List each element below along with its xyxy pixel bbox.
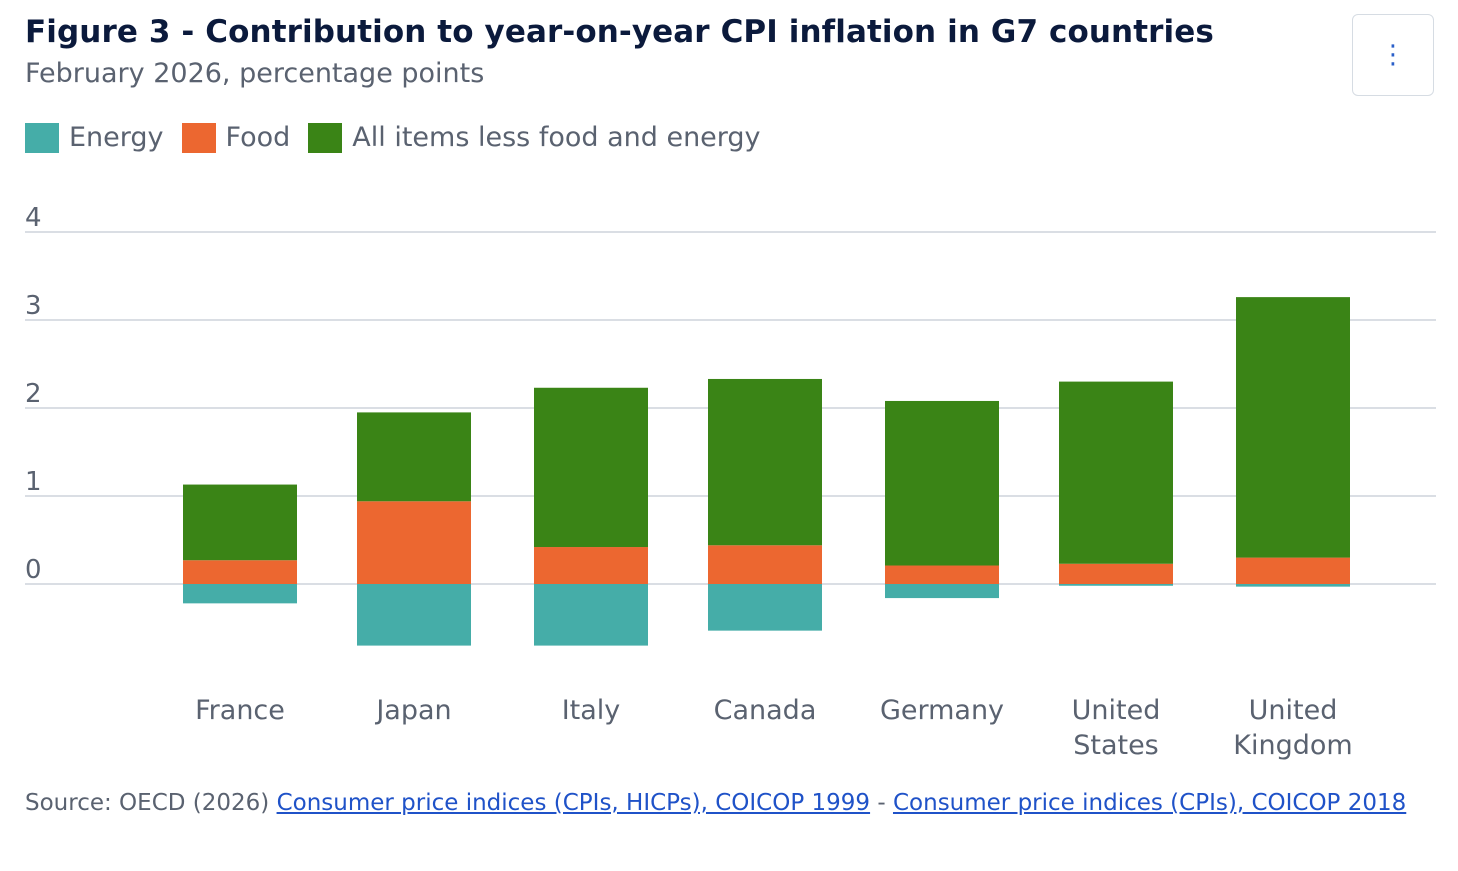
chart-legend: Energy Food All items less food and ener…	[25, 122, 779, 153]
y-tick-label: 1	[25, 467, 42, 497]
bar-food-italy[interactable]	[534, 547, 648, 584]
legend-label-food: Food	[225, 122, 291, 153]
x-tick-label: Italy	[562, 695, 621, 726]
y-tick-label: 2	[25, 379, 42, 409]
legend-swatch-core	[308, 122, 343, 153]
bar-core-united-kingdom[interactable]	[1236, 297, 1350, 558]
bar-core-japan[interactable]	[357, 412, 471, 502]
stacked-bar-chart: 0 1 2 3 4 France Japan Italy Canada Germany United…	[25, 203, 1436, 761]
x-tick-label: Kingdom	[1233, 730, 1352, 761]
x-tick-label: States	[1073, 730, 1159, 761]
bar-food-canada[interactable]	[708, 545, 822, 584]
bar-food-france[interactable]	[183, 560, 297, 584]
bar-food-united-kingdom[interactable]	[1236, 557, 1350, 584]
chart-title: Figure 3 - Contribution to year-on-year …	[25, 14, 1214, 50]
legend-item-food[interactable]: Food	[181, 122, 291, 153]
bar-core-italy[interactable]	[534, 387, 648, 548]
x-tick-label: Japan	[374, 695, 451, 726]
chart-menu-button[interactable]: ⋮	[1352, 14, 1434, 96]
x-tick-label: Canada	[714, 695, 817, 726]
more-vertical-icon: ⋮	[1380, 40, 1406, 70]
x-tick-label: United	[1249, 695, 1338, 726]
source-note: Source: OECD (2026) Consumer price indic…	[25, 786, 1415, 820]
bar-core-france[interactable]	[183, 484, 297, 561]
bar-energy-japan[interactable]	[357, 584, 471, 646]
source-link-coicop-2018[interactable]: Consumer price indices (CPIs), COICOP 20…	[892, 790, 1407, 816]
legend-label-energy: Energy	[69, 122, 164, 153]
source-separator: -	[870, 790, 893, 816]
legend-swatch-energy	[25, 122, 59, 153]
legend-swatch-food	[181, 122, 216, 153]
legend-item-core[interactable]: All items less food and energy	[308, 122, 761, 153]
x-tick-label: United	[1072, 695, 1161, 726]
bar-core-germany[interactable]	[885, 400, 999, 566]
bar-energy-france[interactable]	[183, 584, 297, 604]
bar-energy-united-states[interactable]	[1059, 584, 1173, 586]
bar-core-united-states[interactable]	[1059, 381, 1173, 564]
legend-label-core: All items less food and energy	[352, 122, 761, 153]
chart-subtitle: February 2026, percentage points	[25, 58, 485, 89]
bar-food-japan[interactable]	[357, 501, 471, 584]
bar-core-canada[interactable]	[708, 378, 822, 546]
bar-energy-united-kingdom[interactable]	[1236, 584, 1350, 587]
bar-food-germany[interactable]	[885, 565, 999, 584]
bar-energy-germany[interactable]	[885, 584, 999, 599]
source-prefix: Source: OECD (2026)	[25, 790, 277, 816]
y-tick-label: 0	[25, 555, 42, 585]
bar-energy-italy[interactable]	[534, 584, 648, 646]
y-tick-label: 4	[25, 203, 42, 233]
x-tick-label: Germany	[880, 695, 1004, 726]
legend-item-energy[interactable]: Energy	[25, 122, 164, 153]
y-tick-label: 3	[25, 291, 42, 321]
bar-energy-canada[interactable]	[708, 584, 822, 631]
source-link-coicop-1999[interactable]: Consumer price indices (CPIs, HICPs), CO…	[276, 790, 871, 816]
bar-food-united-states[interactable]	[1059, 563, 1173, 584]
x-tick-label: France	[195, 695, 285, 726]
